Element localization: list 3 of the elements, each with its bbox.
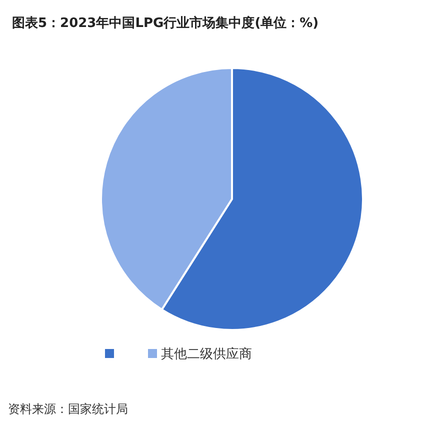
- legend-label: 其他二级供应商: [161, 346, 252, 362]
- chart-title: 图表5：2023年中国LPG行业市场集中度(单位：%): [12, 15, 319, 31]
- text: 资料来源：国家统计局: [8, 402, 128, 416]
